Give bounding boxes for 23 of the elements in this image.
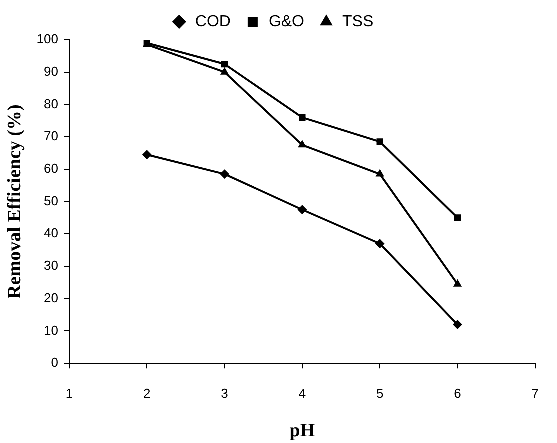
x-tick-label: 1 <box>66 386 74 401</box>
x-tick-label: 5 <box>376 386 384 401</box>
y-tick-label: 100 <box>36 32 58 47</box>
legend-label: TSS <box>342 13 374 30</box>
y-tick-label: 90 <box>44 64 58 79</box>
y-tick-label: 0 <box>51 355 58 370</box>
legend-label: G&O <box>268 13 304 30</box>
x-axis-title: pH <box>290 420 316 442</box>
x-tick-label: 6 <box>454 386 462 401</box>
x-tick-label: 2 <box>144 386 151 401</box>
y-tick-label: 70 <box>44 128 58 144</box>
x-tick-label: 4 <box>298 386 306 401</box>
y-axis-title: Removal Efficiency (%) <box>4 104 26 299</box>
x-tick-label: 7 <box>532 386 539 401</box>
y-tick-label: 40 <box>44 226 58 241</box>
y-tick-label: 50 <box>44 193 58 208</box>
y-tick-label: 80 <box>44 96 58 112</box>
y-tick-label: 30 <box>44 258 58 274</box>
legend-label: COD <box>195 13 231 30</box>
y-tick-label: 10 <box>44 322 58 338</box>
x-tick-label: 3 <box>221 386 228 401</box>
y-tick-label: 20 <box>44 290 58 306</box>
y-tick-label: 60 <box>44 161 58 176</box>
